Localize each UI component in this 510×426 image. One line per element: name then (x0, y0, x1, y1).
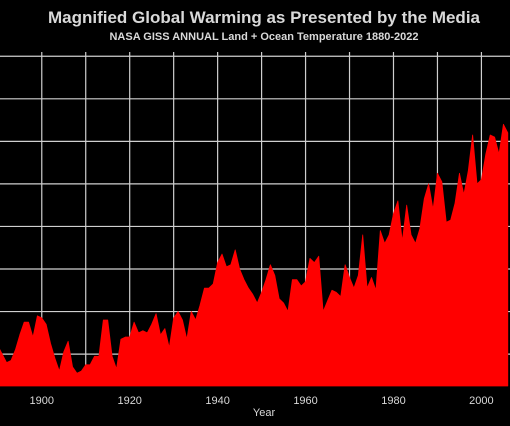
x-tick-label: 2000 (469, 395, 493, 407)
chart-subtitle: NASA GISS ANNUAL Land + Ocean Temperatur… (109, 31, 418, 43)
x-tick-label: 1920 (117, 395, 141, 407)
x-axis-ticks: 1900 1920 1940 1960 1980 2000 (30, 395, 494, 407)
plot-area (0, 123, 509, 387)
x-tick-label: 1940 (205, 395, 229, 407)
area-series-1 (0, 123, 509, 387)
x-axis-label: Year (253, 407, 276, 419)
chart-title: Magnified Global Warming as Presented by… (48, 8, 481, 27)
x-tick-label: 1960 (293, 395, 317, 407)
x-tick-label: 1900 (30, 395, 54, 407)
x-tick-label: 1980 (381, 395, 405, 407)
